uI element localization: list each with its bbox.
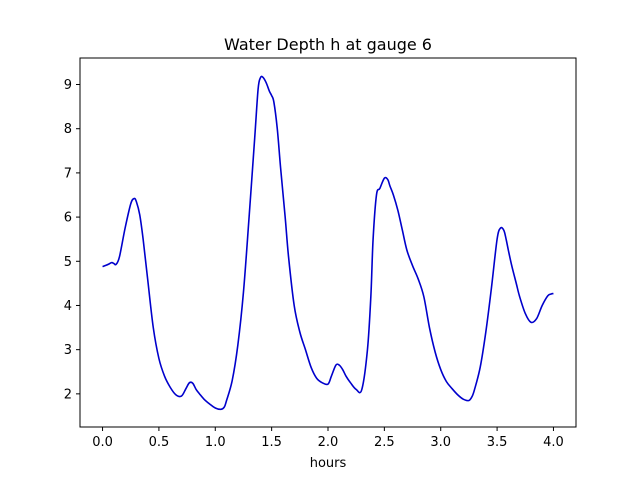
- x-tick-label: 1.0: [205, 435, 226, 450]
- x-tick-label: 4.0: [543, 435, 564, 450]
- y-tick-label: 8: [64, 122, 72, 137]
- x-tick-label: 3.5: [487, 435, 508, 450]
- plot-area: 0.0 0.5 1.0 1.5 2.0 2.5 3.0 3.5 4.0 2 3 4 5 6 7 8 9: [64, 57, 577, 450]
- x-axis-label: hours: [310, 456, 347, 471]
- y-tick-label: 9: [64, 78, 72, 93]
- x-axis: 0.0 0.5 1.0 1.5 2.0 2.5 3.0 3.5 4.0: [92, 427, 564, 450]
- x-tick-label: 1.5: [261, 435, 282, 450]
- x-tick-label: 0.5: [149, 435, 170, 450]
- y-tick-label: 7: [64, 166, 72, 181]
- y-tick-label: 4: [64, 299, 72, 314]
- y-tick-label: 3: [64, 343, 72, 358]
- y-tick-label: 2: [64, 387, 72, 402]
- x-tick-label: 3.0: [430, 435, 451, 450]
- y-tick-label: 5: [64, 255, 72, 270]
- y-axis: 2 3 4 5 6 7 8 9: [64, 78, 80, 402]
- x-tick-label: 2.5: [374, 435, 395, 450]
- x-tick-label: 2.0: [318, 435, 339, 450]
- chart-title: Water Depth h at gauge 6: [224, 35, 432, 54]
- x-tick-label: 0.0: [92, 435, 113, 450]
- series-line-water-depth: [102, 75, 554, 411]
- y-tick-label: 6: [64, 211, 72, 226]
